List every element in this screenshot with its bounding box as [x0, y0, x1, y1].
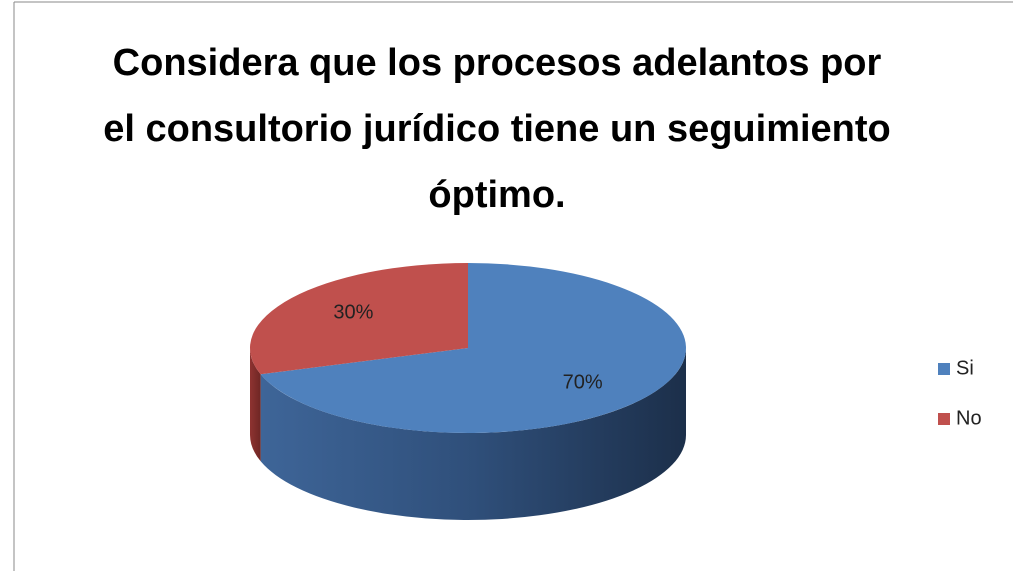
pie-side — [250, 348, 261, 462]
data-label: 30% — [333, 301, 373, 323]
chart-title: Considera que los procesos adelantos por… — [103, 42, 891, 216]
legend-swatch — [938, 363, 950, 375]
pie-slice — [249, 263, 468, 375]
pie-side — [260, 348, 686, 520]
legend-label: No — [956, 407, 982, 429]
pie-slice — [260, 263, 686, 433]
data-label: 70% — [563, 371, 603, 393]
legend-label: Si — [956, 357, 974, 379]
legend-swatch — [938, 413, 950, 425]
